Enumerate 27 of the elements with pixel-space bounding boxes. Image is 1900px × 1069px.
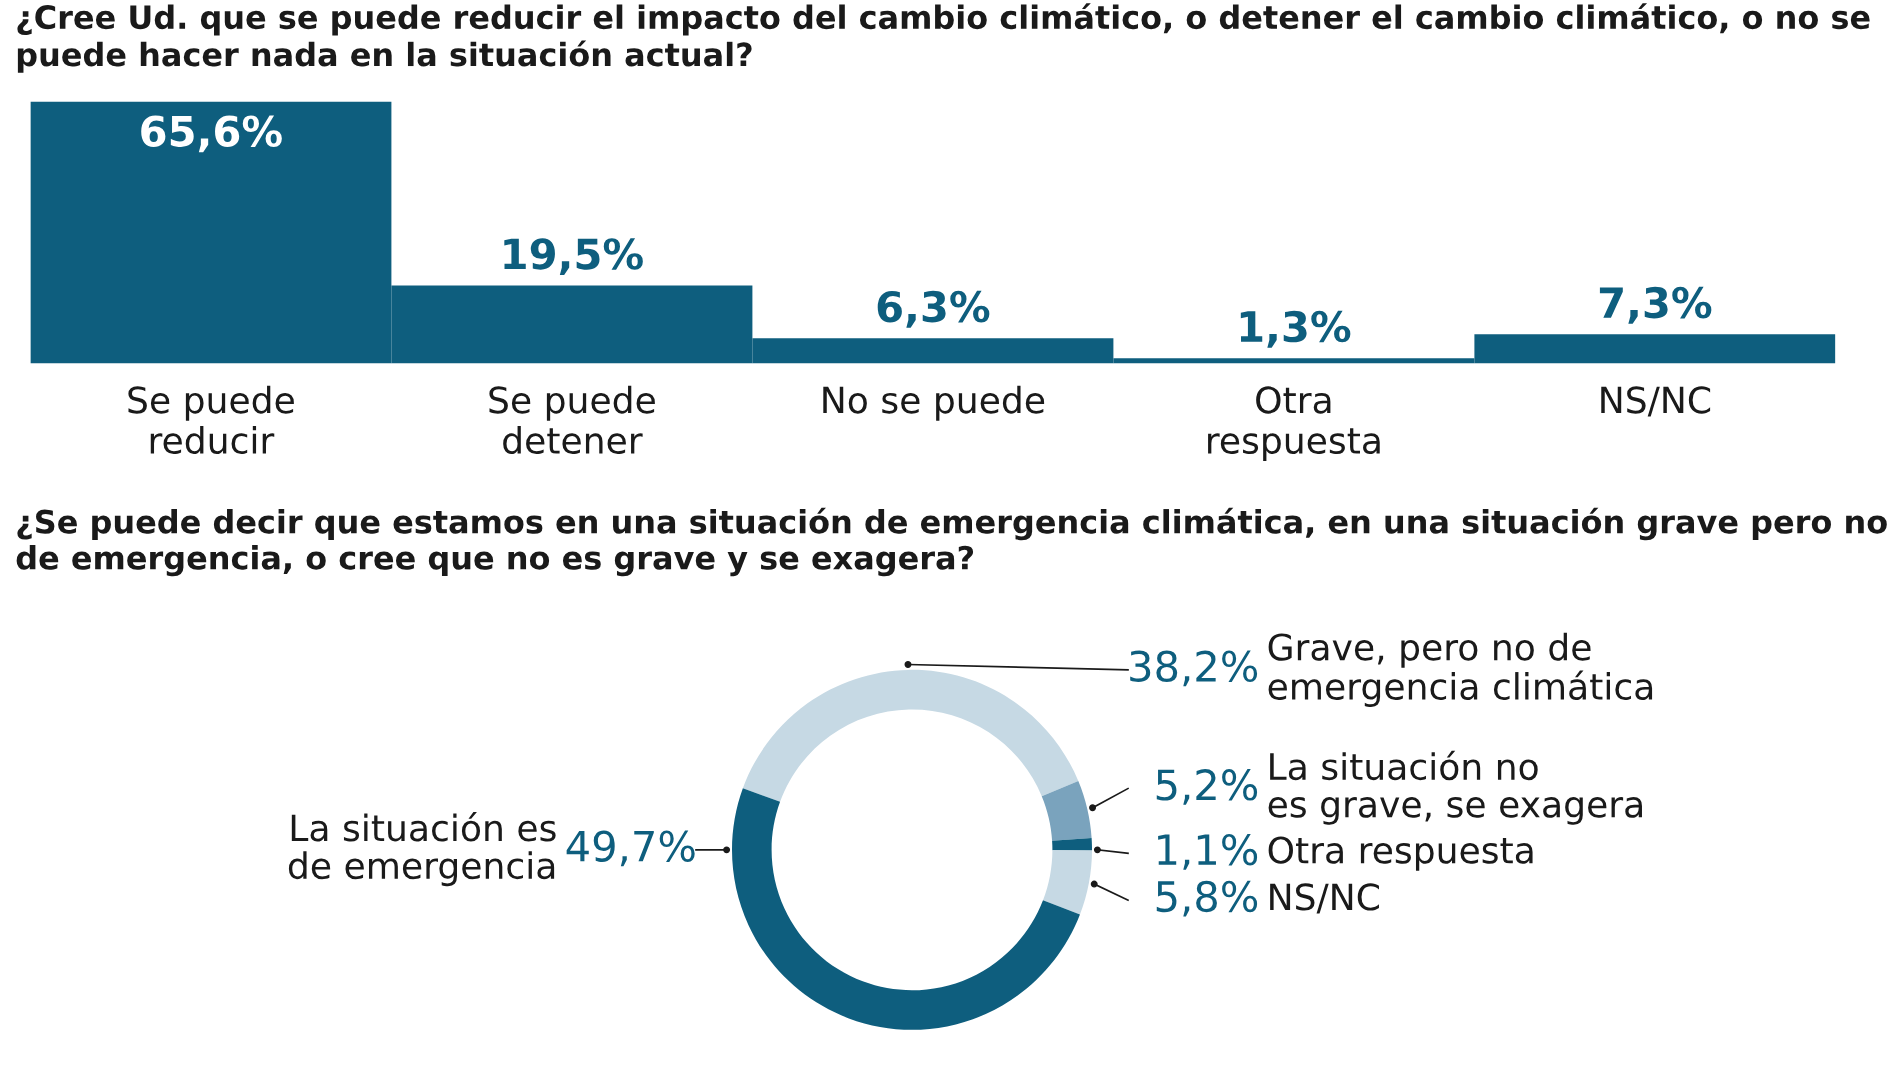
donut-slice bbox=[1041, 781, 1092, 841]
slice-label: Grave, pero no de emergencia climática bbox=[1268, 632, 1653, 708]
data-label: 5,2% bbox=[1156, 769, 1258, 805]
data-label: 65,6% bbox=[141, 115, 282, 153]
x-tick-label: NS/NC bbox=[1601, 386, 1711, 417]
chart-title: ¿Cree Ud. que se puede reducir el impacto del cambio climático, o detener el cambio climático, o no se puede hacer nada en la situación actual? bbox=[17, 3, 1870, 73]
slice-label: Otra respuesta bbox=[1268, 836, 1533, 871]
x-tick-label: Se puede reducir bbox=[128, 385, 294, 455]
data-label: 1,1% bbox=[1158, 833, 1258, 870]
slice-label: La situación no es grave, se exagera bbox=[1268, 750, 1642, 825]
data-label: 1,3% bbox=[1240, 310, 1351, 348]
x-tick-label: Otra respuesta bbox=[1208, 386, 1380, 462]
data-label: 6,3% bbox=[877, 290, 990, 328]
donut-slice bbox=[732, 788, 1080, 1030]
data-label: 49,7% bbox=[566, 830, 695, 867]
chart-title: ¿Se puede decir que estamos en una situación de emergencia climática, en una situación grave pero no de emergencia, o cree que no es grave y se exagera? bbox=[16, 507, 1887, 577]
slice-label: La situación es de emergencia bbox=[288, 812, 556, 887]
data-label: 19,5% bbox=[504, 238, 643, 275]
slice-label: NS/NC bbox=[1270, 883, 1379, 914]
donut-slice bbox=[1052, 838, 1092, 851]
x-tick-label: Se puede detener bbox=[489, 385, 655, 455]
x-tick-label: No se puede bbox=[823, 385, 1045, 421]
data-label: 7,3% bbox=[1599, 286, 1712, 324]
data-label: 5,8% bbox=[1156, 880, 1258, 917]
data-label: 38,2% bbox=[1130, 650, 1258, 687]
donut-slice bbox=[742, 669, 1079, 802]
donut-slice bbox=[1043, 850, 1092, 915]
